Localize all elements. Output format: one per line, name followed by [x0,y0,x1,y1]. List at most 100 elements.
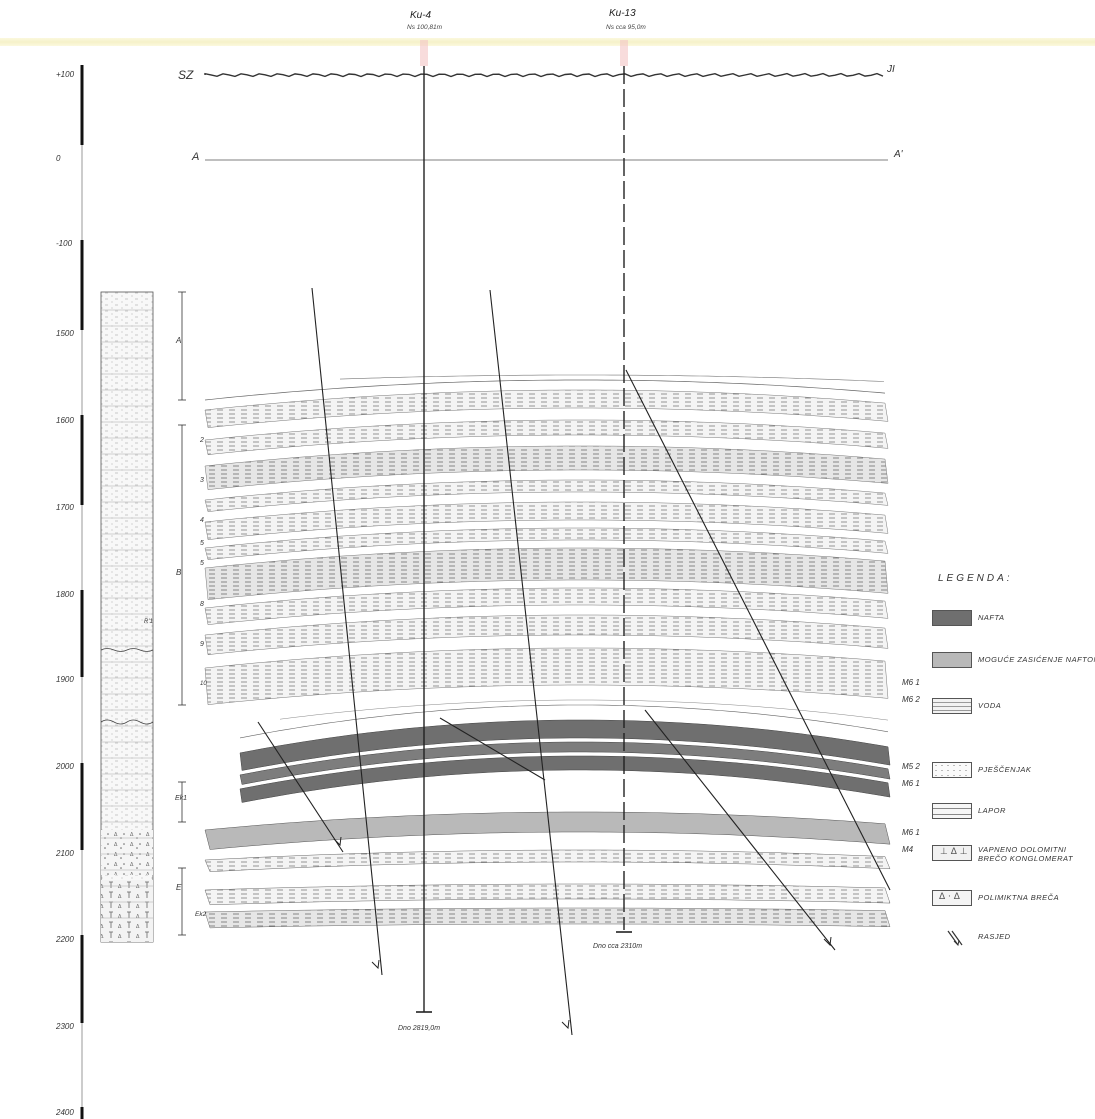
section-start-label: A [192,151,200,163]
legend-label: NAFTA [978,613,1005,622]
fault-line [439,717,546,781]
oil-band [239,719,891,771]
boundary-top: M6 1 [902,678,920,687]
boundary-top: M5 2 [902,762,920,771]
depth-label: 2100 [56,849,74,858]
stratum-band [204,419,889,455]
well-elevation-ku4: Ns 100,81m [407,24,443,31]
unconformity-line [100,648,154,652]
lapor-swatch [932,803,972,819]
moguce-swatch [932,652,972,668]
layer-number: 10 [200,681,207,687]
legend-label: VODA [978,701,1002,710]
unit-label-b: B [176,568,182,577]
oil-band [239,741,891,785]
well-bottom-ku4: Dno 2819,0m [398,1025,441,1032]
horizon-line [279,699,889,721]
legend-label: LAPOR [978,806,1006,815]
well-elevation-ku13: Ns cca 95,0m [606,24,646,31]
layer-number: 8 [200,601,204,608]
layer-number: 4 [200,517,204,524]
column-marker: R'1 [144,619,153,625]
unit-label-ek1: Ek1 [175,795,188,802]
unit-label-e: E [176,883,182,892]
fault-line [644,709,836,951]
vapneno-swatch: ⊥ Δ ⊥ [932,845,972,861]
stratum-band [204,479,889,512]
depth-label: 1500 [56,329,74,338]
pjescenjak-swatch [932,762,972,778]
ground-surface-line [204,72,884,78]
horizon-line [339,374,885,382]
depth-label: 1800 [56,590,74,599]
horizon-line [204,379,886,401]
stratum-band [204,587,889,625]
layer-number: 5 [200,540,204,547]
stratum-band [204,389,889,428]
fault-arrow-icon [371,959,380,970]
depth-label: 2300 [56,1022,74,1031]
legend-label: VAPNENO DOLOMITNI BREČO KONGLOMERAT [978,845,1074,863]
depth-label: 0 [56,154,61,163]
layer-number: 3 [200,477,204,484]
fault-line [489,289,573,1036]
fault-line [625,369,891,891]
stratum-band [204,527,889,560]
column-breccia [101,880,153,942]
well-bottom-ku13: Dno cca 2310m [593,943,643,950]
stratum-band [204,501,889,540]
depth-label: 2200 [56,935,74,944]
legend-label: RASJED [978,932,1011,941]
layer-number: 2 [200,437,204,444]
voda-swatch [932,698,972,714]
well-ku13-marker [620,40,628,66]
unit-label-ek2: Ek2 [195,911,207,918]
layer-number: 5 [200,560,204,567]
section-end-label: A' [894,149,903,160]
horizon-line [239,704,889,739]
well-name-ku13: Ku-13 [609,8,636,19]
water-band [204,907,891,929]
stratum-band [204,647,889,705]
depth-label: 2400 [56,1108,74,1117]
unconformity-line [100,719,154,725]
boundary-bottom: M4 [902,845,914,854]
stratum-band [204,547,889,600]
polimiktna-swatch: Δ · Δ [932,890,972,906]
depth-label: 1600 [56,416,74,425]
scan-band [0,38,1095,46]
unit-label-a: A [176,336,182,345]
water-band [204,849,891,872]
fault-arrow-icon [333,836,342,847]
legend-label: PJEŠČENJAK [978,765,1032,774]
layer-number: 9 [200,641,204,648]
water-band [204,883,891,906]
boundary-top: M6 1 [902,828,920,837]
stratum-band [204,614,889,655]
possible-oil-band [204,811,891,850]
nafta-swatch [932,610,972,626]
fault-arrow-icon [947,930,963,947]
depth-label: 1900 [56,675,74,684]
legend-label: POLIMIKTNA BREČA [978,893,1060,902]
legend-title: LEGENDA: [938,573,1013,584]
well-ku4-marker [420,40,428,66]
legend-label: MOGUĆE ZASIĆENJE NAFTOM [978,655,1095,664]
depth-label: 2000 [56,762,74,771]
depth-label: 1700 [56,503,74,512]
direction-right: JI [887,64,895,75]
fault-line [257,721,344,853]
fault-arrow-icon [561,1019,570,1030]
depth-label: -100 [56,239,73,248]
fault-arrow-icon [823,936,832,947]
direction-left: SZ [178,68,194,82]
column-breccia [101,830,153,875]
well-name-ku4: Ku-4 [410,10,432,21]
oil-band [239,755,891,803]
stratum-band [204,445,889,490]
boundary-bottom: M6 1 [902,779,920,788]
depth-label: +100 [56,70,75,79]
fault-line [311,287,383,976]
